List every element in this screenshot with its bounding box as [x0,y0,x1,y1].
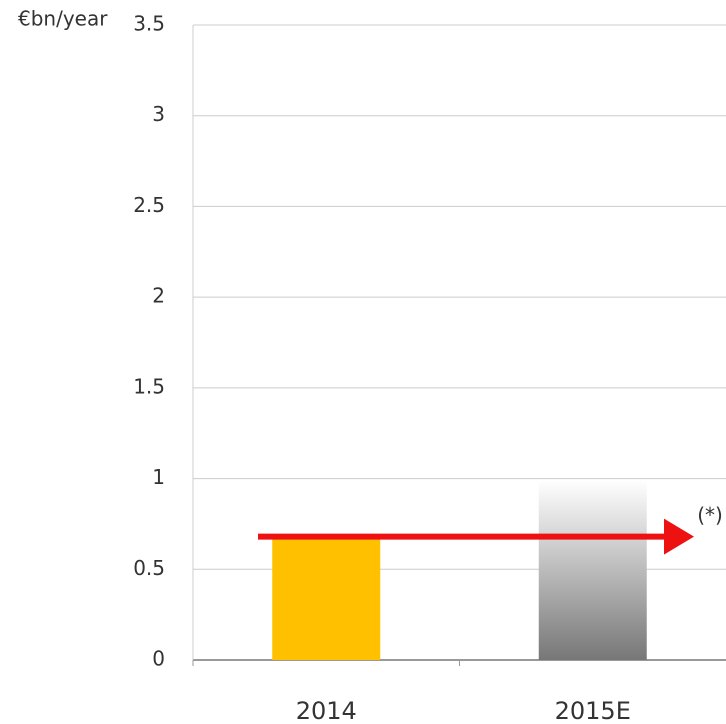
x-tick-label: 2015E [555,697,631,724]
annotation: (*) [697,503,723,527]
y-tick-label: 2 [152,284,165,308]
y-tick-label: 1.5 [133,374,165,398]
x-tick-label: 2014 [296,697,357,724]
y-tick-label: 0 [152,647,165,671]
y-tick-label: 3 [152,102,165,126]
y-axis-label: €bn/year [18,7,108,31]
y-tick-label: 3.5 [133,12,165,36]
y-tick-label: 0.5 [133,556,165,580]
y-tick-label: 2.5 [133,193,165,217]
y-tick-label: 1 [152,465,165,489]
bar [538,480,647,660]
bar [272,536,381,660]
